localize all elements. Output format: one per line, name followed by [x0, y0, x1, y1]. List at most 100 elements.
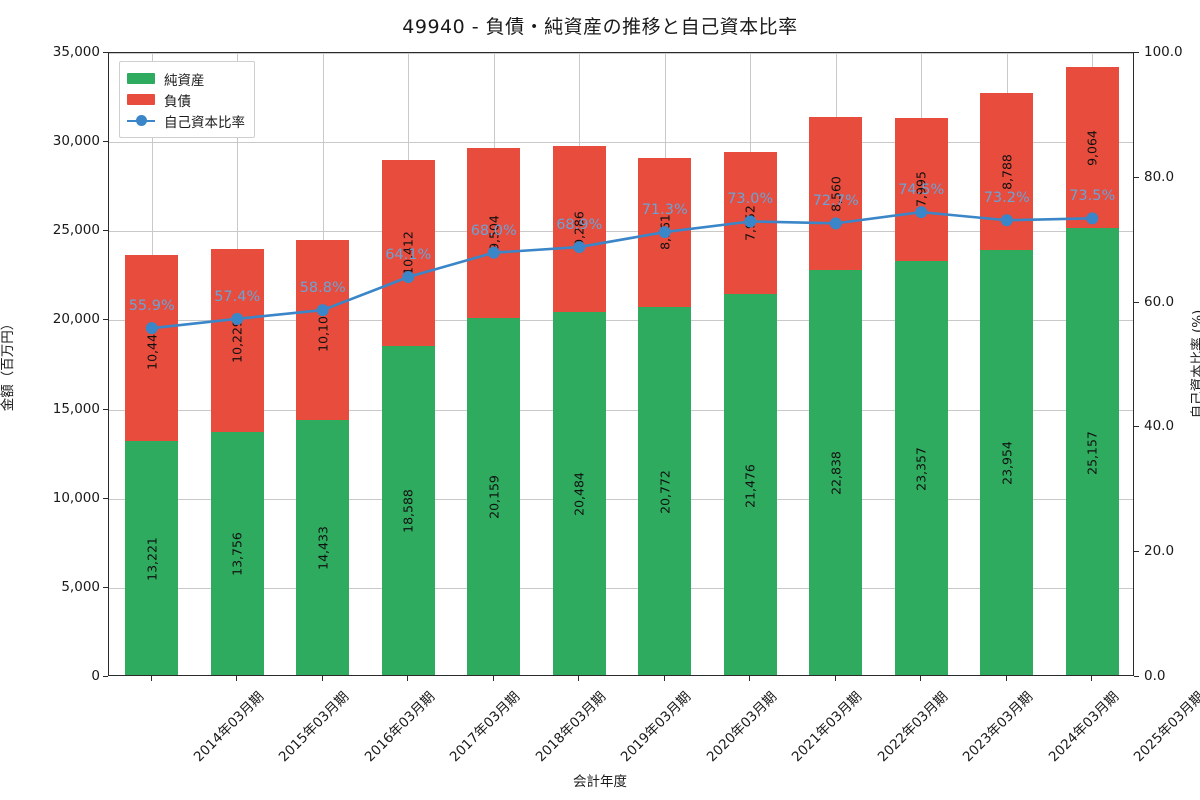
- x-axis-tickmark: [920, 676, 922, 681]
- gridline-horizontal: [109, 53, 1133, 54]
- bar-segment-equity[interactable]: 25,157: [1065, 228, 1119, 675]
- x-axis-tick-label: 2015年03月期: [276, 688, 353, 766]
- bar-segment-liability[interactable]: 8,788: [980, 93, 1034, 250]
- y-axis-left-tickmark: [103, 141, 108, 143]
- legend-label-equity-ratio: 自己資本比率: [164, 114, 245, 131]
- y-axis-left-tick: 5,000: [61, 578, 100, 595]
- bar-segment-equity[interactable]: 13,756: [210, 431, 264, 675]
- bar-segment-equity[interactable]: 18,588: [381, 345, 435, 675]
- bar-segment-equity[interactable]: 22,838: [809, 269, 863, 675]
- legend-item-equity-ratio: 自己資本比率: [127, 110, 245, 131]
- bar-segment-equity[interactable]: 14,433: [296, 419, 350, 675]
- bar-segment-equity[interactable]: 21,476: [723, 294, 777, 675]
- bar-segment-liability[interactable]: 7,952: [723, 152, 777, 295]
- legend-label-liability: 負債: [164, 93, 191, 110]
- bar-value-label-equity: 18,588: [400, 489, 416, 534]
- bar-stack[interactable]: 10,412 18,588: [381, 159, 435, 675]
- legend-item-liability: 負債: [127, 89, 245, 110]
- gridline-horizontal: [109, 142, 1133, 144]
- x-axis-tickmark: [236, 676, 238, 681]
- legend-label-equity: 純資産: [164, 72, 205, 89]
- x-axis-tick-label: 2020年03月期: [703, 688, 780, 766]
- legend-line-equity-ratio: [127, 115, 155, 126]
- x-axis-tickmark: [1091, 676, 1093, 681]
- bar-stack[interactable]: 8,788 23,954: [980, 93, 1034, 675]
- y-axis-right-tick: 100.0: [1144, 44, 1183, 60]
- bar-segment-liability[interactable]: 8,361: [638, 157, 692, 307]
- y-axis-left-tickmark: [103, 319, 108, 321]
- y-axis-right-tick: 0.0: [1144, 668, 1166, 684]
- x-axis-tick-label: 2018年03月期: [532, 688, 609, 766]
- bar-stack[interactable]: 10,229 13,756: [210, 249, 264, 675]
- y-axis-right-tickmark: [1134, 176, 1139, 178]
- y-axis-right-tickmark: [1134, 551, 1139, 553]
- y-axis-left-tickmark: [103, 408, 108, 410]
- bar-value-label-liability: 7,952: [742, 205, 758, 242]
- bar-stack[interactable]: 10,448 13,221: [125, 255, 179, 675]
- bar-stack[interactable]: 9,064 25,157: [1065, 66, 1119, 675]
- x-axis-label: 会計年度: [573, 774, 627, 790]
- y-axis-left-tick: 0: [91, 668, 100, 684]
- ratio-value-label: 55.9%: [128, 298, 175, 315]
- y-axis-right-tick: 40.0: [1144, 418, 1175, 435]
- gridline-horizontal: [109, 587, 1133, 589]
- bar-value-label-equity: 20,772: [657, 469, 673, 514]
- x-axis-tick-label: 2014年03月期: [190, 688, 267, 766]
- x-axis-tick-label: 2021年03月期: [789, 688, 866, 766]
- y-axis-left-tick: 30,000: [52, 133, 100, 150]
- bar-segment-equity[interactable]: 23,954: [980, 249, 1034, 675]
- bar-segment-liability[interactable]: 10,229: [210, 249, 264, 432]
- bar-segment-equity[interactable]: 23,357: [894, 260, 948, 675]
- y-axis-left-tickmark: [103, 230, 108, 232]
- x-axis-tickmark: [1005, 676, 1007, 681]
- bar-segment-equity[interactable]: 20,772: [638, 306, 692, 675]
- ratio-value-label: 68.9%: [556, 217, 603, 234]
- y-axis-left-tickmark: [103, 497, 108, 499]
- bar-value-label-liability: 10,448: [144, 326, 160, 370]
- bar-segment-equity[interactable]: 20,159: [467, 317, 521, 675]
- y-axis-left-tickmark: [103, 52, 108, 53]
- bar-value-label-equity: 14,433: [315, 526, 331, 571]
- bar-value-label-equity: 20,484: [571, 472, 587, 517]
- y-axis-left-tick: 15,000: [52, 400, 100, 417]
- bar-value-label-equity: 13,221: [144, 537, 160, 581]
- bar-segment-equity[interactable]: 20,484: [552, 311, 606, 675]
- y-axis-right-tick: 60.0: [1144, 293, 1175, 310]
- ratio-value-label: 73.5%: [1069, 188, 1116, 205]
- y-axis-left-tickmark: [103, 586, 108, 588]
- bar-value-label-equity: 25,157: [1084, 430, 1100, 475]
- bar-segment-liability[interactable]: 9,064: [1065, 66, 1119, 229]
- bar-segment-liability[interactable]: 10,448: [125, 255, 179, 442]
- bar-segment-equity[interactable]: 13,221: [125, 441, 179, 675]
- y-axis-right-tickmark: [1134, 676, 1139, 677]
- x-axis-tickmark: [492, 676, 494, 681]
- x-axis-tick-label: 2024年03月期: [1045, 688, 1122, 766]
- ratio-value-label: 68.0%: [470, 222, 517, 239]
- plot-inner: 10,448 13,221 10,229 13,756 10,100 14,433 10,4…: [109, 53, 1133, 675]
- bar-value-label-equity: 21,476: [742, 463, 758, 508]
- bar-value-label-liability: 8,361: [657, 214, 673, 251]
- x-axis-tickmark: [749, 676, 751, 681]
- ratio-value-label: 74.5%: [898, 182, 945, 199]
- page-title: 49940 - 負債・純資産の推移と自己資本比率: [402, 16, 798, 38]
- y-axis-right-tick: 80.0: [1144, 168, 1175, 185]
- gridline-horizontal: [109, 409, 1133, 411]
- x-axis-tick-label: 2022年03月期: [874, 688, 951, 766]
- bar-value-label-equity: 23,954: [999, 441, 1015, 486]
- bar-stack[interactable]: 8,361 20,772: [638, 157, 692, 675]
- bar-value-label-liability: 10,100: [315, 307, 331, 352]
- legend-item-equity: 純資産: [127, 68, 245, 89]
- bar-stack[interactable]: 7,995 23,357: [894, 118, 948, 675]
- x-axis-tickmark: [150, 676, 152, 681]
- legend-swatch-equity: [127, 73, 155, 84]
- x-axis-tick-label: 2017年03月期: [447, 688, 524, 766]
- bar-segment-liability[interactable]: 10,100: [296, 239, 350, 420]
- y-axis-left-label: 金額（百万円）: [0, 316, 16, 412]
- x-axis-tick-label: 2016年03月期: [361, 688, 438, 766]
- bar-stack[interactable]: 10,100 14,433: [296, 239, 350, 675]
- gridline-horizontal: [109, 498, 1133, 500]
- ratio-value-label: 71.3%: [641, 202, 688, 219]
- bar-stack[interactable]: 7,952 21,476: [723, 152, 777, 675]
- bar-value-label-equity: 23,357: [913, 446, 929, 491]
- bar-value-label-equity: 20,159: [486, 475, 502, 520]
